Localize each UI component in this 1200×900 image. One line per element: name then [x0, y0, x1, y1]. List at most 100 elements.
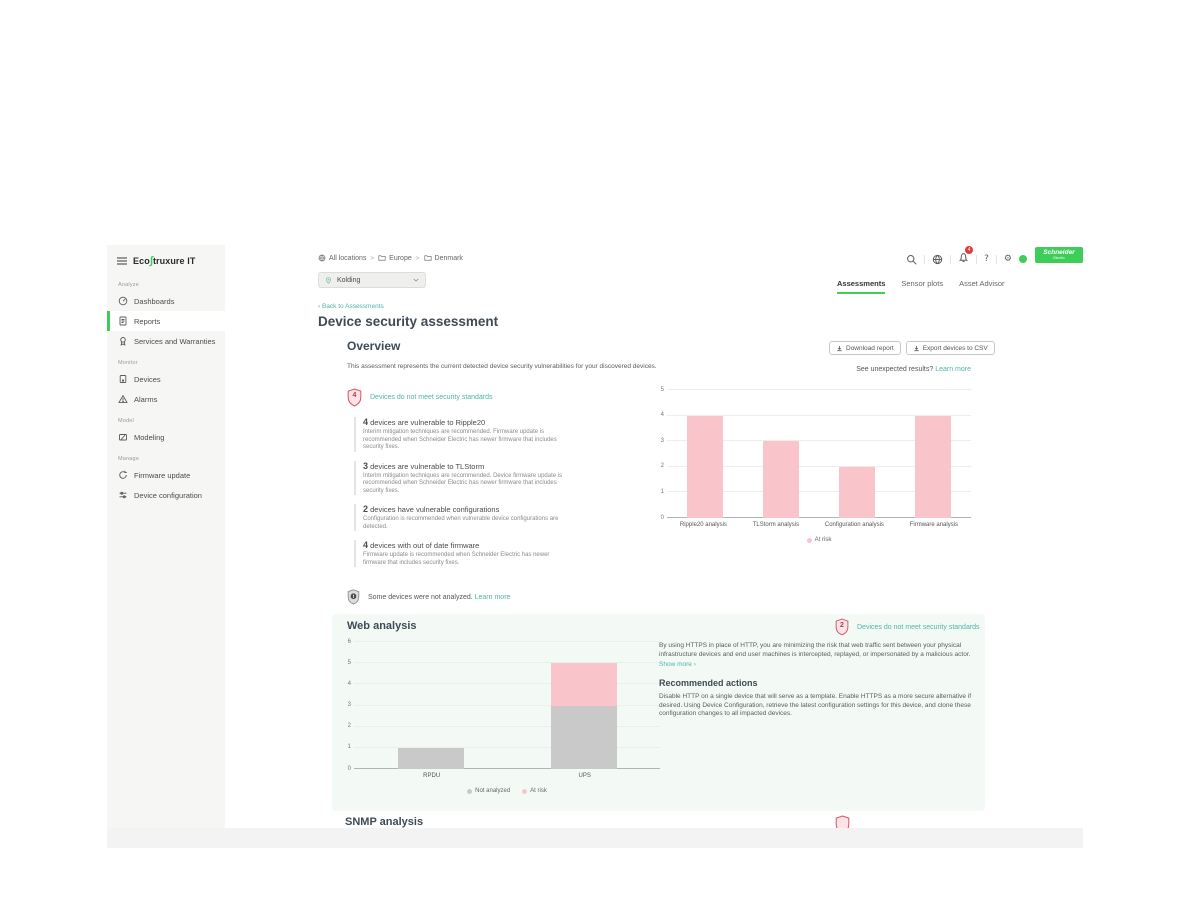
sidebar-item-alarms[interactable]: Alarms — [107, 389, 225, 409]
web-security-badge-row: 2 Devices do not meet security standards — [835, 618, 980, 636]
gridline: 5 — [661, 387, 971, 393]
overview-bar-chart: 0 1 2 3 4 5 Ripple20 analysis TLStorm analysis… — [653, 387, 971, 543]
device-icon — [119, 375, 127, 383]
sidebar-item-firmware-update[interactable]: Firmware update — [107, 465, 225, 485]
sidebar-item-device-configuration[interactable]: Device configuration — [107, 485, 225, 505]
finding-title: devices with out of date firmware — [370, 541, 480, 550]
location-pin-icon — [326, 276, 331, 284]
category-label: TLStorm analysis — [752, 522, 800, 528]
back-to-assessments-link[interactable]: ‹ Back to Assessments — [318, 303, 384, 310]
bar-rpdu — [397, 747, 464, 769]
folder-icon — [423, 255, 432, 261]
breadcrumb-europe[interactable]: Europe — [378, 254, 412, 262]
export-csv-button[interactable]: Export devices to CSV — [905, 341, 995, 355]
download-report-button[interactable]: Download report — [829, 341, 901, 355]
ecostruxure-logo: Eco∫truxure IT — [133, 255, 196, 267]
show-more-arrow-icon: › — [693, 661, 696, 668]
y-tick-label: 6 — [347, 638, 351, 645]
divider — [995, 254, 997, 264]
finding-item-tlstorm: 3 devices are vulnerable to TLStorm Inte… — [354, 460, 664, 495]
not-analyzed-learn-more-link[interactable]: Learn more — [474, 593, 511, 601]
gridline: 4 — [661, 412, 971, 418]
gridline: 4 — [348, 681, 660, 687]
bar-ripple20-analysis — [687, 415, 723, 518]
report-actions: Download report Export devices to CSV — [829, 341, 995, 355]
overview-badge-link[interactable]: Devices do not meet security standards — [370, 394, 493, 401]
sidebar-item-dashboards[interactable]: Dashboards — [107, 291, 225, 311]
finding-description: Interim mitigation techniques are recomm… — [363, 472, 563, 494]
dashboard-icon — [118, 296, 128, 306]
finding-count: 4 — [363, 540, 369, 550]
recommended-actions-heading: Recommended actions — [659, 678, 758, 688]
finding-count: 3 — [363, 460, 369, 471]
sidebar-item-services-warranties[interactable]: Services and Warranties — [107, 331, 225, 351]
bar-segment-not-analyzed — [550, 705, 617, 769]
connection-status-icon — [1019, 255, 1027, 263]
unexpected-learn-more-link[interactable]: Learn more — [935, 366, 971, 373]
divider — [976, 254, 978, 264]
breadcrumb-all-locations[interactable]: All locations — [318, 254, 366, 262]
language-globe-icon[interactable] — [932, 254, 943, 265]
location-selector[interactable]: Kolding — [318, 272, 426, 288]
page-footer-strip — [107, 828, 1083, 848]
web-analysis-heading: Web analysis — [347, 620, 417, 632]
sidebar-item-devices[interactable]: Devices — [107, 369, 225, 389]
services-icon — [120, 337, 126, 346]
bars — [667, 390, 971, 518]
header-icon-bar: 4 ? ⚙ — [906, 246, 1027, 268]
show-more-link[interactable]: Show more › — [659, 661, 696, 668]
chart-plot-area: 0 1 2 3 4 5 — [661, 387, 971, 521]
tab-assessments[interactable]: Assessments — [837, 279, 886, 294]
app-window: Eco∫truxure IT Analyze Dashboards Report… — [107, 245, 1083, 828]
gridline: 1 — [661, 489, 971, 495]
y-tick-label: 4 — [347, 680, 351, 687]
gridline: 0 — [661, 515, 971, 521]
sidebar-item-modeling[interactable]: Modeling — [107, 427, 225, 447]
search-icon[interactable] — [906, 254, 917, 265]
snmp-analysis-heading: SNMP analysis — [345, 816, 424, 828]
bar-segment-at-risk — [687, 415, 723, 518]
sidebar: Eco∫truxure IT Analyze Dashboards Report… — [107, 245, 225, 828]
tab-sensor-plots[interactable]: Sensor plots — [901, 279, 944, 288]
finding-item-firmware: 4 devices with out of date firmware Firm… — [354, 540, 664, 567]
recommended-actions-text: Disable HTTP on a single device that wil… — [659, 693, 972, 717]
finding-description: Interim mitigation techniques are recomm… — [363, 429, 557, 450]
configuration-icon — [119, 491, 127, 499]
y-tick-label: 5 — [660, 386, 664, 393]
tab-asset-advisor[interactable]: Asset Advisor — [959, 279, 1005, 288]
chart-category-labels: Ripple20 analysis TLStorm analysis Configu… — [667, 522, 971, 528]
overview-description: This assessment represents the current d… — [347, 363, 657, 370]
finding-count: 2 — [363, 504, 369, 514]
gridline: 6 — [348, 639, 660, 645]
download-icon — [914, 345, 919, 351]
bar-tlstorm-analysis — [763, 441, 799, 518]
folder-icon — [378, 255, 386, 261]
risk-count: 4 — [352, 392, 357, 399]
risk-count: 2 — [840, 622, 844, 629]
y-tick-label: 1 — [660, 488, 664, 495]
notifications-bell-icon[interactable]: 4 — [958, 246, 974, 268]
ecostruxure-swirl-icon: ∫ — [149, 255, 153, 267]
snmp-risk-shield-icon — [835, 815, 850, 828]
finding-count: 4 — [363, 417, 369, 427]
web-badge-link[interactable]: Devices do not meet security standards — [857, 623, 980, 631]
y-tick-label: 0 — [660, 514, 664, 521]
settings-gear-icon[interactable]: ⚙ — [1003, 253, 1012, 264]
main-content: All locations > Europe > Denmark — [225, 245, 1083, 828]
bar-segment-at-risk — [839, 466, 875, 518]
breadcrumb-separator: > — [370, 254, 375, 262]
sidebar-item-label: Firmware update — [134, 470, 191, 480]
findings-list: 4 devices are vulnerable to Ripple20 Int… — [354, 417, 664, 576]
sidebar-section-analyze: Analyze — [118, 282, 139, 288]
sidebar-item-reports[interactable]: Reports — [107, 311, 225, 331]
location-selector-value: Kolding — [337, 276, 361, 284]
gridline: 3 — [661, 438, 971, 444]
chart-legend: At risk — [667, 537, 971, 543]
breadcrumb-denmark[interactable]: Denmark — [423, 254, 463, 262]
menu-toggle-icon[interactable] — [117, 257, 127, 265]
y-tick-label: 2 — [660, 463, 664, 470]
bar-segment-at-risk — [915, 415, 951, 518]
bar-segment-at-risk — [763, 441, 799, 518]
help-icon[interactable]: ? — [984, 253, 989, 264]
y-tick-label: 4 — [660, 412, 664, 419]
